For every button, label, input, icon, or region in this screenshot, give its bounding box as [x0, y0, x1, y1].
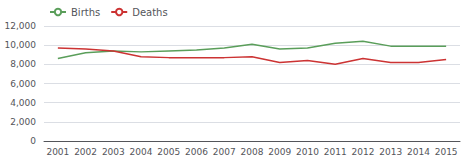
svg-text:2003: 2003 [102, 147, 125, 157]
svg-text:2004: 2004 [130, 147, 153, 157]
svg-text:2008: 2008 [241, 147, 264, 157]
svg-text:2015: 2015 [435, 147, 458, 157]
svg-text:12,000: 12,000 [5, 21, 37, 31]
svg-text:2002: 2002 [74, 147, 97, 157]
svg-text:6,000: 6,000 [10, 79, 36, 89]
svg-text:10,000: 10,000 [5, 40, 37, 50]
svg-text:2005: 2005 [157, 147, 180, 157]
svg-text:4,000: 4,000 [10, 98, 36, 108]
svg-text:2,000: 2,000 [10, 117, 36, 127]
svg-text:Deaths: Deaths [132, 7, 167, 18]
svg-text:2011: 2011 [324, 147, 347, 157]
svg-text:2006: 2006 [185, 147, 208, 157]
svg-text:2007: 2007 [213, 147, 236, 157]
svg-text:2014: 2014 [407, 147, 430, 157]
svg-text:0: 0 [30, 136, 36, 146]
svg-text:2010: 2010 [296, 147, 319, 157]
svg-text:2001: 2001 [46, 147, 69, 157]
svg-text:8,000: 8,000 [10, 59, 36, 69]
svg-text:Births: Births [71, 7, 100, 18]
svg-text:2012: 2012 [351, 147, 374, 157]
svg-text:2009: 2009 [268, 147, 291, 157]
svg-text:2013: 2013 [379, 147, 402, 157]
